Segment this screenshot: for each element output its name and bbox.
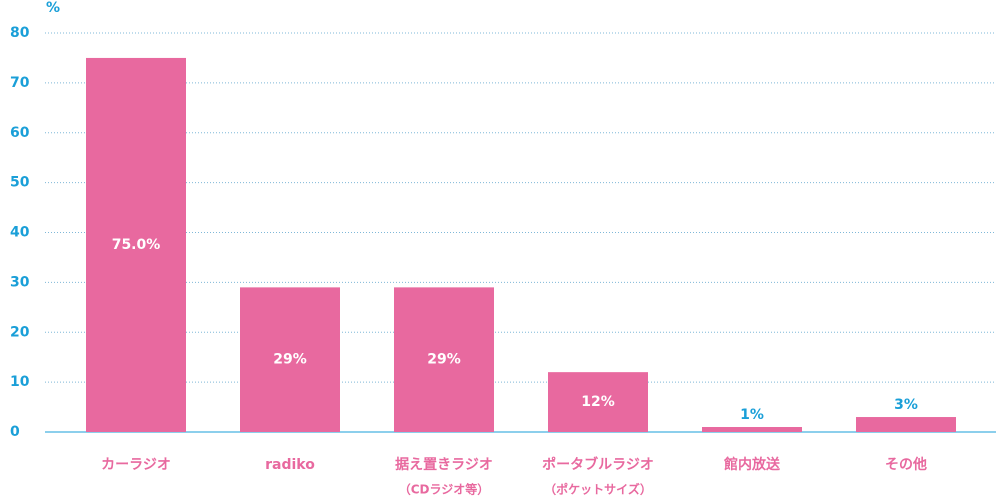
- y-tick-label: 40: [10, 225, 30, 241]
- x-tick-label: （ポケットサイズ）: [544, 482, 652, 497]
- x-tick-label: カーラジオ: [101, 457, 171, 473]
- y-tick-label: 70: [10, 75, 30, 91]
- bar: [394, 287, 494, 432]
- value-label: 3%: [894, 397, 918, 413]
- value-label: 75.0%: [112, 237, 161, 253]
- x-tick-label: radiko: [265, 457, 315, 473]
- x-tick-label: その他: [885, 456, 927, 473]
- bar: [702, 427, 802, 432]
- y-tick-label: 60: [10, 125, 30, 141]
- y-tick-label: 10: [10, 374, 30, 390]
- bar: [86, 57, 186, 432]
- y-tick-label: 30: [10, 274, 30, 290]
- y-tick-label: 50: [10, 175, 30, 191]
- bar: [548, 372, 648, 432]
- value-label: 12%: [581, 394, 615, 410]
- x-tick-label: ポータブルラジオ: [542, 456, 654, 473]
- x-tick-label: （CDラジオ等）: [399, 482, 490, 497]
- value-label: 29%: [273, 352, 307, 368]
- y-tick-label: 0: [10, 424, 20, 440]
- x-tick-label: 据え置きラジオ: [395, 456, 493, 473]
- x-tick-label: 館内放送: [723, 456, 781, 473]
- y-axis-label: %: [46, 0, 60, 16]
- value-label: 29%: [427, 352, 461, 368]
- bar: [240, 287, 340, 432]
- y-tick-label: 20: [10, 324, 30, 340]
- y-tick-label: 80: [10, 25, 30, 41]
- bar: [856, 417, 956, 432]
- value-label: 1%: [740, 407, 764, 423]
